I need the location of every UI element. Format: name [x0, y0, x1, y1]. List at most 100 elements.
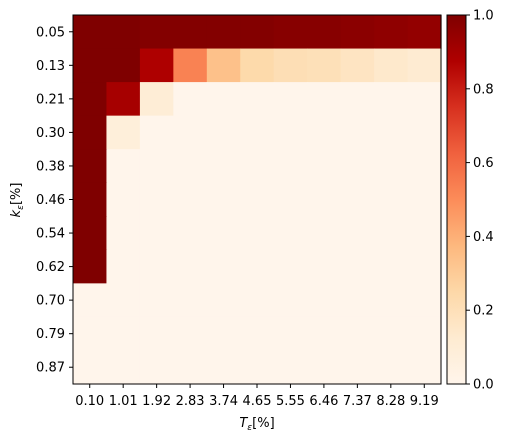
heatmap-cell	[206, 249, 241, 284]
heatmap-cell	[340, 249, 375, 284]
heatmap-cell	[374, 48, 409, 83]
heatmap-cell	[73, 115, 108, 150]
colorbar-tick-label: 0.6	[473, 156, 494, 171]
heatmap-cell	[173, 15, 208, 50]
heatmap-cells	[73, 15, 442, 385]
heatmap-cell	[139, 182, 174, 217]
heatmap-cell	[273, 249, 308, 284]
heatmap-cell	[173, 182, 208, 217]
heatmap-cell	[139, 249, 174, 284]
heatmap-cell	[73, 316, 108, 352]
heatmap-cell	[407, 249, 442, 284]
heatmap-cell	[139, 316, 174, 352]
heatmap-cell	[206, 15, 241, 50]
x-tick-label: 4.65	[243, 394, 272, 409]
heatmap-cell	[273, 216, 308, 251]
heatmap-cell	[407, 149, 442, 184]
y-tick-label: 0.38	[36, 159, 65, 174]
heatmap-cell	[273, 82, 308, 117]
heatmap-cell	[307, 15, 342, 50]
heatmap-cell	[73, 15, 108, 50]
heatmap-cell	[273, 15, 308, 50]
heatmap-cell	[206, 182, 241, 217]
y-tick-label: 0.54	[36, 227, 65, 242]
heatmap-cell	[340, 182, 375, 217]
heatmap-cell	[407, 182, 442, 217]
heatmap-cell	[206, 283, 241, 318]
x-axis-ticks: 0.10 1.01 1.92 2.83 3.74 4.65 5.55 6.46 7.37 8.28…	[75, 384, 439, 409]
heatmap-cell	[340, 350, 375, 385]
y-tick-label: 0.05	[36, 25, 65, 40]
heatmap-cell	[173, 115, 208, 150]
heatmap-cell	[374, 15, 409, 50]
heatmap-cell	[73, 350, 108, 385]
heatmap-cell	[340, 149, 375, 184]
heatmap-cell	[407, 350, 442, 385]
x-tick-label: 3.74	[209, 394, 238, 409]
y-tick-label: 0.30	[36, 126, 65, 141]
heatmap-cell	[106, 316, 141, 352]
heatmap-cell	[206, 350, 241, 385]
heatmap-cell	[407, 316, 442, 352]
y-tick-label: 0.21	[36, 92, 65, 107]
heatmap-cell	[139, 283, 174, 318]
heatmap-cell	[374, 249, 409, 284]
heatmap-cell	[73, 48, 108, 83]
heatmap-cell	[273, 115, 308, 150]
y-axis-ticks: 0.05 0.13 0.21 0.30 0.38 0.46 0.54 0.62 0.70 0.79…	[36, 25, 73, 376]
heatmap-cell	[139, 115, 174, 150]
heatmap-cell	[340, 15, 375, 50]
x-tick-label: 2.83	[176, 394, 205, 409]
heatmap-cell	[407, 48, 442, 83]
heatmap-cell	[206, 216, 241, 251]
heatmap-cell	[106, 350, 141, 385]
colorbar	[446, 14, 467, 385]
heatmap-cell	[240, 82, 275, 117]
colorbar-ticks: 0.0 0.2 0.4 0.6 0.8 1.0	[466, 9, 494, 393]
x-axis-label: Tε[%]	[239, 416, 274, 433]
heatmap-cell	[206, 115, 241, 150]
heatmap-cell	[240, 182, 275, 217]
heatmap-cell	[73, 82, 108, 117]
heatmap-cell	[307, 350, 342, 385]
heatmap-cell	[374, 82, 409, 117]
heatmap-cell	[240, 48, 275, 83]
heatmap-cell	[374, 350, 409, 385]
heatmap-cell	[106, 82, 141, 117]
heatmap-cell	[240, 316, 275, 352]
y-axis-label: kε[%]	[9, 183, 26, 218]
heatmap-cell	[206, 48, 241, 83]
heatmap-cell	[273, 350, 308, 385]
heatmap-cell	[307, 48, 342, 83]
heatmap-cell	[307, 316, 342, 352]
heatmap-cell	[106, 249, 141, 284]
heatmap-cell	[407, 15, 442, 50]
heatmap-cell	[374, 216, 409, 251]
heatmap-cell	[139, 48, 174, 83]
heatmap-cell	[307, 249, 342, 284]
heatmap-cell	[173, 350, 208, 385]
heatmap-cell	[374, 316, 409, 352]
heatmap-cell	[173, 48, 208, 83]
heatmap-cell	[106, 48, 141, 83]
x-tick-label: 1.01	[109, 394, 138, 409]
heatmap-cell	[407, 216, 442, 251]
heatmap-cell	[307, 216, 342, 251]
heatmap-cell	[139, 82, 174, 117]
heatmap-cell	[307, 82, 342, 117]
x-tick-label: 5.55	[276, 394, 305, 409]
heatmap-cell	[374, 182, 409, 217]
heatmap-cell	[307, 149, 342, 184]
heatmap-cell	[240, 216, 275, 251]
y-tick-label: 0.70	[36, 294, 65, 309]
colorbar-tick-label: 0.0	[473, 378, 494, 393]
colorbar-tick-label: 1.0	[473, 9, 494, 24]
heatmap-cell	[206, 82, 241, 117]
heatmap-cell	[240, 283, 275, 318]
heatmap-cell	[173, 216, 208, 251]
heatmap-cell	[240, 15, 275, 50]
heatmap-cell	[173, 249, 208, 284]
heatmap-cell	[173, 149, 208, 184]
heatmap-cell	[139, 15, 174, 50]
